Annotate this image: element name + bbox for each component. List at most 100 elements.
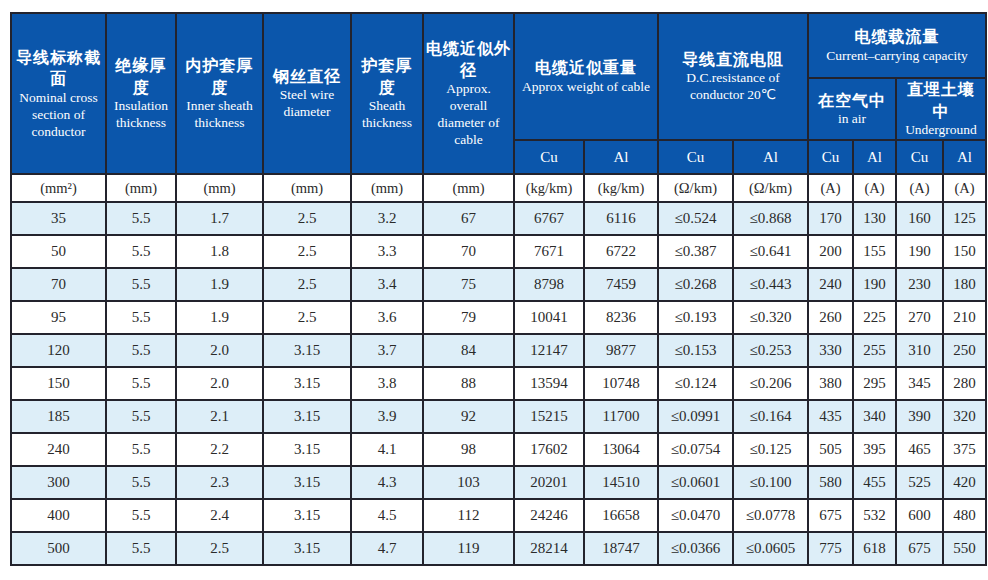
cable-spec-page: 导线标称截面 Nominal cross section of conducto… [0, 0, 988, 580]
table-row: 5005.52.53.154.71192821418747≤0.0366≤0.0… [11, 532, 986, 565]
cell: 70 [423, 235, 514, 268]
cell: 1.7 [176, 202, 263, 235]
header-current-capacity: 电缆载流量 Current–carrying capacity [808, 13, 986, 78]
cell: 50 [11, 235, 106, 268]
cell: 340 [853, 400, 896, 433]
cell: 7671 [514, 235, 584, 268]
units-row: (mm²) (mm) (mm) (mm) (mm) (mm) (kg/km) (… [11, 174, 986, 202]
cell: 8236 [584, 301, 658, 334]
table-row: 2405.52.23.154.1981760213064≤0.0754≤0.12… [11, 433, 986, 466]
cell: 155 [853, 235, 896, 268]
cell: 10748 [584, 367, 658, 400]
subheader-underground-al: Al [943, 140, 986, 174]
cell: 4.3 [351, 466, 423, 499]
cell: 2.4 [176, 499, 263, 532]
al-label: Al [957, 149, 972, 165]
subheader-air-cu: Cu [808, 140, 853, 174]
cell: 240 [808, 268, 853, 301]
cell: ≤0.387 [658, 235, 733, 268]
header-approx-weight-en: Approx weight of cable [517, 79, 655, 96]
cell: ≤0.320 [733, 301, 808, 334]
cell: 180 [943, 268, 986, 301]
cell: 330 [808, 334, 853, 367]
cell: 3.9 [351, 400, 423, 433]
al-label: Al [763, 149, 778, 165]
cell: 18747 [584, 532, 658, 565]
cell: 240 [11, 433, 106, 466]
cell: 675 [896, 532, 943, 565]
unit-cell: (A) [853, 174, 896, 202]
cell: ≤0.0754 [658, 433, 733, 466]
cell: 395 [853, 433, 896, 466]
unit-cell: (A) [808, 174, 853, 202]
cell: 150 [943, 235, 986, 268]
table-row: 705.51.92.53.47587987459≤0.268≤0.4432401… [11, 268, 986, 301]
cell: ≤0.0991 [658, 400, 733, 433]
cell: 8798 [514, 268, 584, 301]
cell: 2.1 [176, 400, 263, 433]
header-inner-sheath-thickness: 内护套厚度 Inner sheath thickness [176, 13, 263, 174]
cell: 4.1 [351, 433, 423, 466]
header-dc-resistance-zh: 导线直流电阻 [661, 49, 805, 71]
cell: 6767 [514, 202, 584, 235]
subheader-weight-cu: Cu [514, 140, 584, 174]
unit-cell: (Ω/km) [658, 174, 733, 202]
cell: 185 [11, 400, 106, 433]
cell: ≤0.0470 [658, 499, 733, 532]
cell: 98 [423, 433, 514, 466]
cell: 390 [896, 400, 943, 433]
header-inner-sheath-thickness-en: Inner sheath thickness [179, 98, 260, 132]
subheader-weight-al: Al [584, 140, 658, 174]
header-steel-wire-diameter-en: Steel wire diameter [266, 87, 348, 121]
cell: 618 [853, 532, 896, 565]
cell: 2.3 [176, 466, 263, 499]
cell: 92 [423, 400, 514, 433]
cell: 435 [808, 400, 853, 433]
cell: 79 [423, 301, 514, 334]
cell: 260 [808, 301, 853, 334]
cell: 14510 [584, 466, 658, 499]
cell: 125 [943, 202, 986, 235]
header-underground: 直埋土壤中 Underground [896, 78, 986, 140]
cell: ≤0.641 [733, 235, 808, 268]
unit-cell: (kg/km) [584, 174, 658, 202]
cell: 600 [896, 499, 943, 532]
cu-label: Cu [911, 149, 929, 165]
cell: 6722 [584, 235, 658, 268]
cell: 3.7 [351, 334, 423, 367]
table-row: 4005.52.43.154.51122424616658≤0.0470≤0.0… [11, 499, 986, 532]
cell: 550 [943, 532, 986, 565]
cell: 525 [896, 466, 943, 499]
header-current-capacity-zh: 电缆载流量 [811, 26, 983, 48]
cell: 10041 [514, 301, 584, 334]
cell: 455 [853, 466, 896, 499]
cell: 3.4 [351, 268, 423, 301]
cell: 119 [423, 532, 514, 565]
cell: 2.5 [263, 301, 351, 334]
header-in-air-en: in air [811, 111, 893, 128]
header-sheath-thickness-zh: 护套厚度 [354, 55, 420, 98]
cell: 3.15 [263, 367, 351, 400]
unit-cell: (kg/km) [514, 174, 584, 202]
cell: 15215 [514, 400, 584, 433]
cell: 7459 [584, 268, 658, 301]
unit-cell: (A) [896, 174, 943, 202]
cell: 2.0 [176, 367, 263, 400]
cell: 13594 [514, 367, 584, 400]
cell: ≤0.193 [658, 301, 733, 334]
cell: 250 [943, 334, 986, 367]
cell: 320 [943, 400, 986, 433]
table-row: 1205.52.03.153.784121479877≤0.153≤0.2533… [11, 334, 986, 367]
unit-cell: (mm) [106, 174, 176, 202]
cell: ≤0.153 [658, 334, 733, 367]
cell: 150 [11, 367, 106, 400]
subheader-underground-cu: Cu [896, 140, 943, 174]
cell: 20201 [514, 466, 584, 499]
cell: 5.5 [106, 367, 176, 400]
cell: 400 [11, 499, 106, 532]
unit-cell: (Ω/km) [733, 174, 808, 202]
cell: 112 [423, 499, 514, 532]
header-nominal-section-zh: 导线标称截面 [14, 47, 103, 90]
cell: 505 [808, 433, 853, 466]
cell: ≤0.524 [658, 202, 733, 235]
